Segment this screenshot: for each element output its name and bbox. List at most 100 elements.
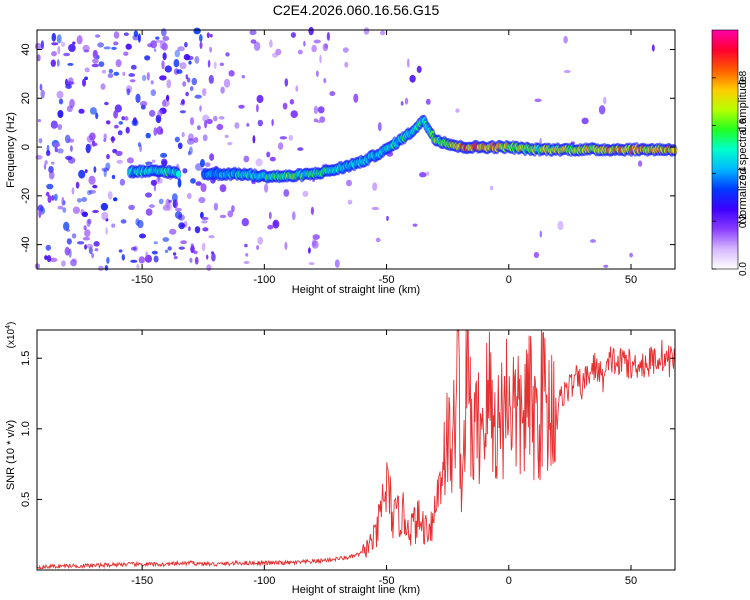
spectrogram-noise-cell [289,99,295,105]
spectrogram-noise-cell [284,241,288,250]
spectrogram-noise-cell [412,223,418,227]
spectrogram-y-label: Frequency (Hz) [5,112,17,188]
spectrogram-noise-cell [187,138,195,145]
spectrogram-noise-cell [557,220,564,231]
spectrogram-frame [36,29,676,270]
spectrogram-noise-cell [56,90,64,99]
spectrogram-noise-cell [128,204,136,210]
spectrogram-noise-cell [206,118,213,125]
spectrogram-noise-cell [278,142,284,150]
spectrogram-noise-cell [153,241,158,245]
spectrogram-noise-cell [144,55,151,61]
colorbar-tick-label: 0.2 [738,214,749,228]
spectrogram-noise-cell [241,75,245,79]
spectrogram-noise-cell [218,116,225,120]
spectrogram-noise-cell [71,258,77,263]
spectrogram-noise-cell [202,114,210,123]
y-tick-label: 40 [20,43,32,55]
spectrogram-noise-cell [563,35,568,44]
x-tick-label: -50 [379,274,395,286]
spectrogram-noise-cell [169,228,177,235]
spectrogram-noise-cell [409,74,416,83]
spectrogram-noise-cell [213,61,217,70]
spectrogram-noise-cell [98,265,104,272]
spectrogram-noise-cell [297,147,304,151]
spectrogram-noise-cell [153,48,157,52]
spectrogram-noise-cell [107,73,114,79]
spectrogram-noise-cell [68,77,74,85]
spectrogram-noise-cell [186,55,194,61]
spectrogram-noise-cell [256,245,260,250]
spectrogram-noise-cell [223,78,231,88]
spectrogram-noise-cell [145,208,153,216]
spectrogram-noise-cell [196,125,201,131]
spectrogram-noise-cell [82,78,86,87]
spectrogram-noise-cell [56,59,60,67]
spectrogram-noise-cell [84,229,91,238]
spectrogram-noise-cell [88,175,96,185]
spectrogram-noise-cell [629,252,633,258]
spectrogram-noise-cell [119,178,126,186]
spectrogram-noise-cell [51,32,57,42]
spectrogram-noise-cell [216,123,224,131]
spectrogram-noise-cell [375,237,381,243]
spectrogram-noise-cell [111,174,116,180]
spectrogram-noise-cell [372,182,378,191]
spectrogram-noise-cell [179,110,186,114]
spectrogram-noise-cell [181,99,185,105]
spectrogram-noise-cell [219,184,227,193]
spectrogram-noise-cell [76,35,83,45]
spectrogram-noise-cell [194,56,200,64]
spectrogram-noise-cell [51,195,55,201]
spectrogram-noise-cell [489,185,494,191]
spectrogram-noise-cell [83,225,87,231]
spectrogram-noise-cell [107,191,113,200]
spectrogram-noise-cell [117,130,123,136]
spectrogram-noise-cell [199,41,203,49]
spectrogram-noise-cell [81,197,88,202]
spectrogram-noise-cell [185,74,188,80]
spectrogram-noise-cell [201,216,209,221]
spectrogram-noise-cell [130,246,137,251]
y-tick-label: -40 [20,237,32,253]
spectrogram-noise-cell [91,63,100,68]
spectrogram-noise-cell [268,211,272,220]
colorbar-tick-label: 0.6 [738,118,749,132]
spectrogram-noise-cell [56,34,62,44]
spectrogram-noise-cell [155,36,160,40]
spectrogram-noise-cell [193,250,198,255]
spectrogram-noise-cell [164,65,172,73]
spectrogram-noise-cell [46,150,51,157]
spectrogram-noise-cell [155,177,163,184]
snr-x-label: Height of straight line (km) [292,584,420,596]
spectrogram-noise-cell [206,254,209,260]
spectrogram-noise-cell [151,250,158,255]
spectrogram-noise-cell [160,158,168,167]
spectrogram-noise-cell [346,179,352,187]
spectrogram-noise-cell [128,73,135,77]
spectrogram-noise-cell [72,206,80,214]
spectrogram-noise-cell [200,159,205,168]
spectrogram-noise-cell [292,211,296,221]
spectrogram-noise-cell [188,60,192,65]
spectrogram-noise-cell [322,43,329,52]
spectrogram-noise-cell [50,161,55,165]
spectrogram-noise-cell [160,128,164,135]
spectrogram-noise-cell [228,70,235,77]
spectrogram-noise-cell [103,133,107,140]
spectrogram-noise-cell [241,218,249,227]
spectrogram-y-axis: -40 -20 0 20 40 [20,43,675,253]
spectrogram-noise-cell [171,193,178,203]
spectrogram-noise-cell [206,32,210,39]
spectrogram-noise-cell [313,39,321,44]
colorbar-frame [711,29,739,270]
spectrogram-noise-cell [190,245,195,254]
spectrogram-noise-cell [344,61,349,68]
spectrogram-noise-cell [87,218,92,225]
spectrogram-panel: -150 -100 -50 0 50 -40 -20 0 20 40 Height of str… [5,26,678,296]
spectrogram-noise-cell [46,255,52,263]
spectrogram-noise-cell [283,189,290,197]
spectrogram-noise-cell [57,45,61,55]
spectrogram-noise-cell [118,249,123,253]
spectrogram-noise-cell [273,220,278,227]
